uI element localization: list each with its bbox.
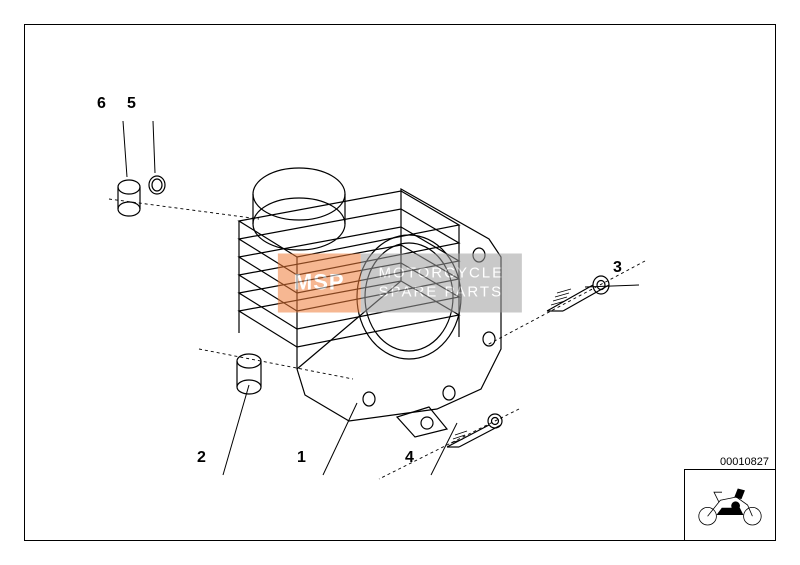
motorcycle-icon [690,480,770,530]
callout-1: 1 [297,449,306,467]
callout-5: 5 [127,95,136,113]
callout-3: 3 [613,259,622,277]
callout-2: 2 [197,449,206,467]
diagram-frame: 1 2 3 4 5 6 00010827 [24,24,776,541]
locator-icon-box [684,469,775,540]
callout-4: 4 [405,449,414,467]
callout-6: 6 [97,95,106,113]
diagram-id: 00010827 [720,456,769,468]
